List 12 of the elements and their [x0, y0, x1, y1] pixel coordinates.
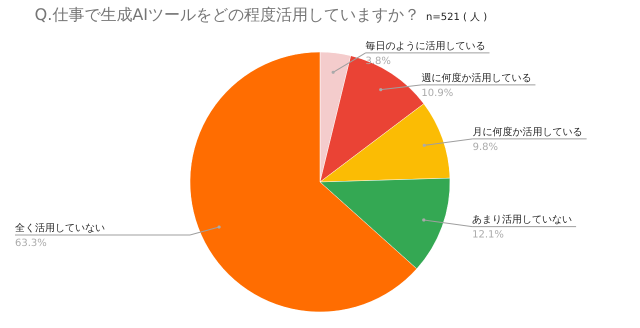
chart-title: Q.仕事で生成AIツールをどの程度活用していますか？ [34, 5, 420, 24]
slice-label: 毎日のように活用している [366, 40, 486, 52]
chart-subtitle: n=521 ( 人 ) [426, 12, 488, 23]
slice-label: 全く活用していない [15, 222, 105, 234]
data-label: 10.9% [421, 88, 454, 99]
slice-label: 週に何度か活用している [421, 72, 532, 84]
data-label: 3.8% [366, 56, 391, 67]
slice-label: あまり活用していない [472, 214, 572, 226]
data-label: 63.3% [15, 238, 47, 249]
data-label: 12.1% [472, 230, 504, 241]
slice-label: 月に何度か活用している [472, 126, 583, 138]
data-label: 9.8% [472, 142, 498, 153]
